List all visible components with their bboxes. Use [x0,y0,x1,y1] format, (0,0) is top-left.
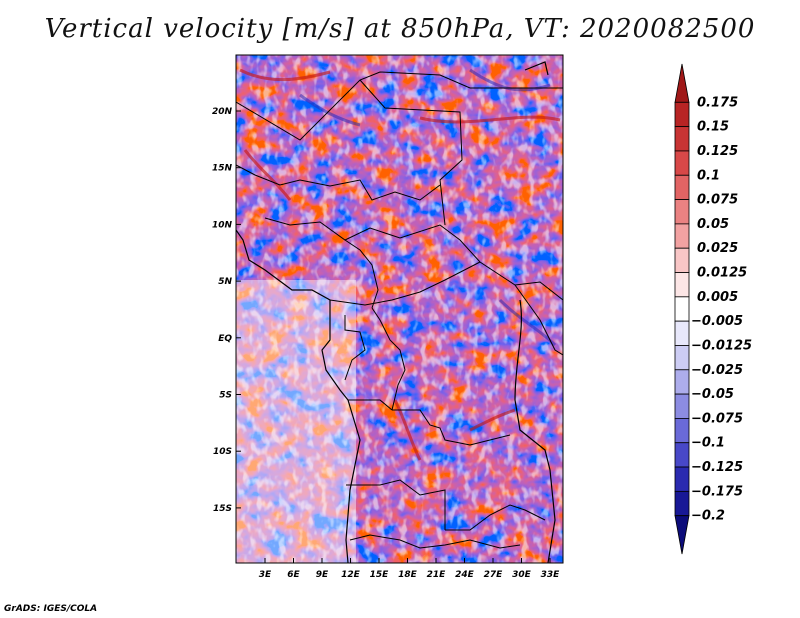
colorbar-swatch [674,150,690,176]
longitude-axis: 3E 6E 9E 12E 15E 18E 21E 24E 27E 30E 33E [259,558,560,580]
colorbar-swatch [674,101,690,128]
colorbar-swatch [674,393,690,419]
lon-tick-label: 15E [370,570,390,580]
lat-tick-label: 15S [213,504,232,514]
ocean-calm-region [236,280,356,563]
lon-tick-label: 21E [427,570,447,580]
strong-updraft-bands [239,68,561,461]
lat-tick-label: EQ [218,334,232,344]
lat-tick-label: 10N [212,220,233,230]
colorbar-label: −0.0125 [691,338,752,353]
map-frame [235,54,564,564]
colorbar-swatch [674,320,690,346]
colorbar-swatch [674,490,690,517]
latitude-axis: 20N 15N 10N 5N EQ 5S 10S 15S [212,107,241,514]
country-borders [236,61,563,563]
colorbar-label: −0.075 [691,411,743,426]
lon-tick-label: 3E [259,570,272,580]
colorbar-swatch [674,199,690,225]
colorbar-swatch [674,442,690,468]
lon-tick-label: 30E [512,570,532,580]
lon-tick-label: 33E [541,570,561,580]
lon-tick-label: 6E [287,570,300,580]
map-title: Vertical velocity [m/s] at 850hPa, VT: 2… [44,14,756,44]
lat-tick-label: 10S [213,447,232,457]
colorbar-swatch [674,126,690,152]
colorbar-label: 0.005 [697,290,738,305]
lon-tick-label: 27E [484,570,504,580]
colorbar-label: 0.1 [697,168,720,183]
colorbar-swatch [674,345,690,371]
lat-tick-label: 20N [212,107,233,117]
colorbar-label: −0.025 [691,363,743,378]
lon-tick-label: 24E [455,570,475,580]
colorbar-label: 0.05 [697,217,729,232]
colorbar: 0.175 0.15 0.125 0.1 0.075 0.05 0.025 0.0125 0.0… [674,63,752,555]
coastline-west [236,229,361,563]
colorbar-label: −0.05 [691,387,734,402]
colorbar-swatch [674,272,690,298]
colorbar-label: 0.0125 [697,266,747,281]
colorbar-swatch [674,466,690,492]
lon-tick-label: 18E [398,570,418,580]
lon-tick-label: 12E [341,570,361,580]
colorbar-label: 0.025 [697,241,738,256]
colorbar-label: 0.125 [697,144,738,159]
colorbar-label: −0.175 [691,484,743,499]
colorbar-swatch [674,174,690,200]
vertical-velocity-field [236,55,563,563]
colorbar-swatch [674,369,690,395]
colorbar-swatch [674,418,690,444]
colorbar-swatch [674,247,690,273]
grads-credit: GrADS: IGES/COLA [4,604,98,614]
colorbar-swatch-bottom-arrow [674,515,690,555]
colorbar-swatch [674,296,690,322]
colorbar-label: −0.005 [691,314,743,329]
colorbar-swatch [674,223,690,249]
lon-tick-label: 9E [316,570,329,580]
coastline-east-lakes [514,299,556,563]
lat-tick-label: 15N [212,164,233,174]
colorbar-label: 0.175 [697,95,738,110]
lat-tick-label: 5S [219,391,232,401]
lat-tick-label: 5N [218,277,232,287]
colorbar-label: 0.15 [697,120,729,135]
colorbar-label: −0.125 [691,460,743,475]
colorbar-swatch-top-arrow [674,63,690,103]
colorbar-label: −0.1 [691,436,725,451]
colorbar-label: −0.2 [691,509,725,524]
colorbar-label: 0.075 [697,193,738,208]
